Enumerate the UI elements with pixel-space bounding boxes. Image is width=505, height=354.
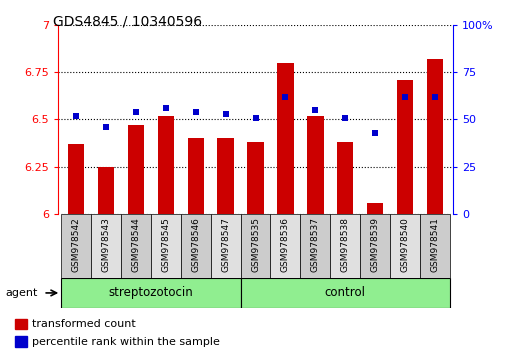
Bar (240, 278, 449, 308)
Text: GSM978537: GSM978537 (310, 217, 319, 272)
Bar (97, 167, 114, 214)
Point (191, 109, 199, 115)
Bar (419, 214, 449, 278)
Bar (68, 144, 84, 214)
Point (311, 107, 319, 113)
Bar (360, 214, 389, 278)
Text: GSM978542: GSM978542 (72, 217, 80, 272)
Bar (389, 214, 419, 278)
Bar (217, 138, 233, 214)
Text: GDS4845 / 10340596: GDS4845 / 10340596 (53, 14, 202, 28)
Point (72, 113, 80, 119)
Text: GSM978543: GSM978543 (102, 217, 110, 272)
Bar (61, 214, 91, 278)
Bar (61, 278, 240, 308)
Bar (270, 214, 300, 278)
Point (132, 109, 140, 115)
Point (281, 94, 289, 99)
Point (251, 115, 259, 120)
Bar (300, 214, 330, 278)
Text: GSM978540: GSM978540 (400, 217, 409, 272)
Text: GSM978545: GSM978545 (161, 217, 170, 272)
Bar (15, 336, 27, 347)
Text: GSM978546: GSM978546 (191, 217, 200, 272)
Bar (157, 116, 174, 214)
Text: transformed count: transformed count (32, 319, 135, 329)
Point (340, 115, 348, 120)
Bar (247, 142, 263, 214)
Text: GSM978536: GSM978536 (280, 217, 289, 272)
Text: GSM978538: GSM978538 (340, 217, 349, 272)
Bar (277, 63, 293, 214)
Bar (336, 142, 353, 214)
Text: GSM978535: GSM978535 (250, 217, 260, 272)
Bar (330, 214, 360, 278)
Bar (150, 214, 180, 278)
Text: control: control (324, 286, 365, 299)
Point (102, 124, 110, 130)
Bar (396, 80, 413, 214)
Bar (91, 214, 121, 278)
Bar (210, 214, 240, 278)
Bar (15, 319, 27, 329)
Text: GSM978544: GSM978544 (131, 217, 140, 272)
Text: GSM978539: GSM978539 (370, 217, 379, 272)
Point (370, 130, 378, 136)
Bar (307, 116, 323, 214)
Bar (180, 214, 210, 278)
Point (162, 105, 170, 111)
Text: percentile rank within the sample: percentile rank within the sample (32, 337, 219, 347)
Text: streptozotocin: streptozotocin (108, 286, 193, 299)
Bar (426, 59, 442, 214)
Bar (366, 203, 383, 214)
Bar (240, 214, 270, 278)
Point (221, 111, 229, 116)
Bar (121, 214, 150, 278)
Text: GSM978541: GSM978541 (430, 217, 438, 272)
Bar (187, 138, 204, 214)
Text: agent: agent (5, 288, 37, 298)
Point (400, 94, 408, 99)
Bar (127, 125, 144, 214)
Text: GSM978547: GSM978547 (221, 217, 230, 272)
Point (430, 94, 438, 99)
